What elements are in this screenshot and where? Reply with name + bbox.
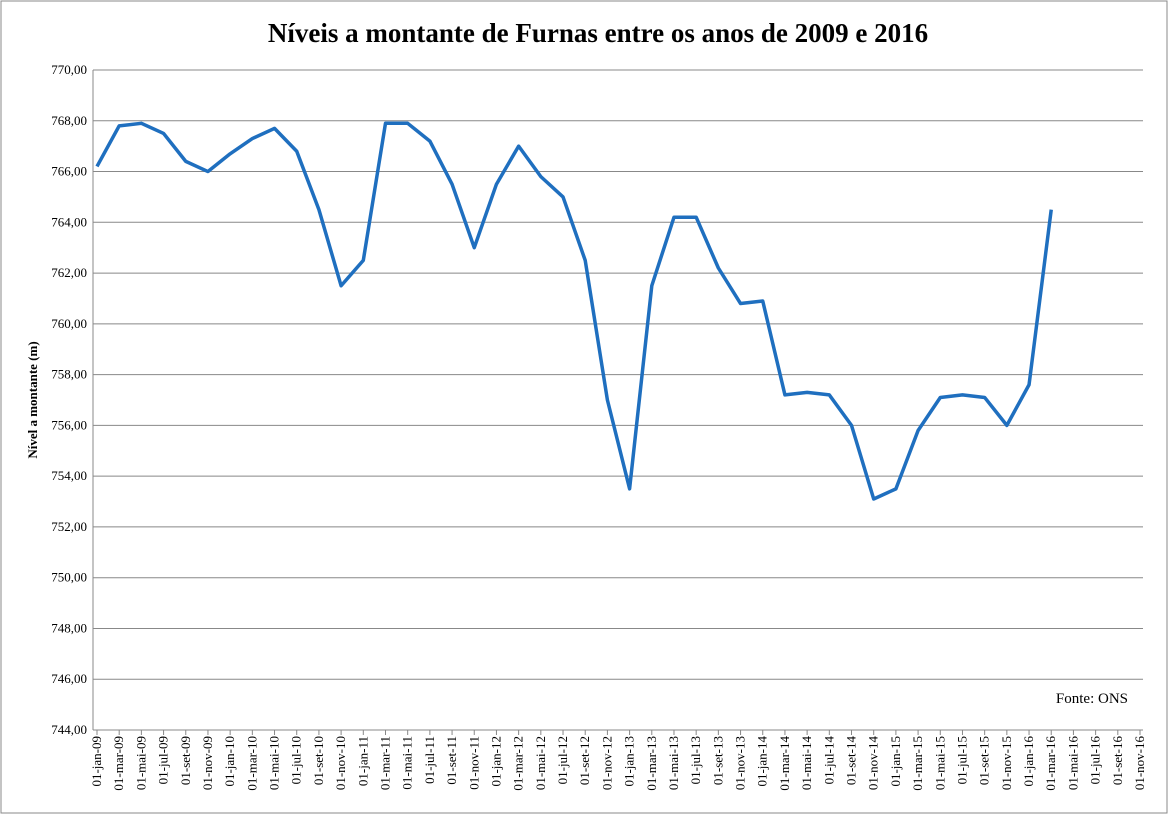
- x-tick-label: 01-nov-15: [999, 736, 1014, 790]
- x-tick-label: 01-mai-09: [133, 736, 148, 790]
- x-tick-label: 01-jul-12: [555, 736, 570, 784]
- y-tick-label: 762,00: [51, 265, 87, 280]
- x-tick-label: 01-jan-10: [222, 736, 237, 787]
- x-tick-label: 01-nov-13: [733, 736, 748, 790]
- x-tick-label: 01-jul-15: [954, 736, 969, 784]
- x-tick-label: 01-jul-09: [156, 736, 171, 784]
- x-tick-label: 01-jan-16: [1021, 736, 1036, 787]
- y-tick-label: 766,00: [51, 164, 87, 179]
- x-tick-label: 01-mar-15: [910, 736, 925, 791]
- x-tick-label: 01-nov-12: [599, 736, 614, 790]
- x-tick-label: 01-mar-16: [1043, 736, 1058, 791]
- x-tick-label: 01-nov-10: [333, 736, 348, 790]
- x-tick-label: 01-jan-11: [355, 736, 370, 786]
- y-tick-label: 760,00: [51, 316, 87, 331]
- x-tick-label: 01-mar-13: [644, 736, 659, 791]
- y-axis-label: Nível a montante (m): [25, 341, 40, 458]
- x-tick-label: 01-set-10: [311, 736, 326, 785]
- x-tick-label: 01-set-14: [844, 736, 859, 786]
- x-tick-label: 01-set-12: [577, 736, 592, 785]
- x-tick-label: 01-nov-14: [866, 736, 881, 791]
- y-tick-label: 764,00: [51, 214, 87, 229]
- y-tick-label: 752,00: [51, 519, 87, 534]
- x-tick-label: 01-set-09: [178, 736, 193, 785]
- x-tick-label: 01-jan-09: [89, 736, 104, 787]
- x-tick-label: 01-jul-14: [821, 736, 836, 785]
- x-tick-label: 01-mai-13: [666, 736, 681, 790]
- x-tick-label: 01-nov-16: [1132, 736, 1147, 791]
- x-tick-label: 01-nov-09: [200, 736, 215, 790]
- x-tick-label: 01-mar-14: [777, 736, 792, 791]
- x-tick-label: 01-mar-11: [377, 736, 392, 790]
- x-tick-label: 01-set-11: [444, 736, 459, 785]
- x-tick-label: 01-nov-11: [466, 736, 481, 790]
- x-tick-label: 01-set-15: [977, 736, 992, 785]
- x-tick-label: 01-jan-13: [622, 736, 637, 787]
- y-tick-label: 758,00: [51, 367, 87, 382]
- y-tick-label: 768,00: [51, 113, 87, 128]
- x-tick-label: 01-set-16: [1110, 736, 1125, 786]
- y-tick-label: 770,00: [51, 62, 87, 77]
- y-tick-label: 754,00: [51, 468, 87, 483]
- x-tick-label: 01-jul-16: [1088, 736, 1103, 785]
- x-tick-label: 01-mai-16: [1065, 736, 1080, 791]
- x-tick-label: 01-jan-15: [888, 736, 903, 787]
- x-tick-label: 01-mai-15: [932, 736, 947, 790]
- x-tick-label: 01-mar-10: [244, 736, 259, 791]
- x-tick-label: 01-jan-12: [488, 736, 503, 787]
- y-tick-label: 746,00: [51, 671, 87, 686]
- x-tick-label: 01-jul-13: [688, 736, 703, 784]
- x-tick-label: 01-mai-10: [267, 736, 282, 790]
- y-tick-label: 750,00: [51, 570, 87, 585]
- x-tick-label: 01-set-13: [710, 736, 725, 785]
- x-tick-label: 01-mai-12: [533, 736, 548, 790]
- x-tick-label: 01-mar-12: [511, 736, 526, 791]
- y-tick-label: 756,00: [51, 417, 87, 432]
- annotation: Fonte: ONS: [1056, 691, 1128, 707]
- data-line: [95, 121, 1053, 501]
- y-tick-label: 744,00: [51, 722, 87, 737]
- y-tick-label: 748,00: [51, 620, 87, 635]
- x-tick-label: 01-jan-14: [755, 736, 770, 787]
- x-tick-label: 01-jul-11: [422, 736, 437, 784]
- x-tick-label: 01-jul-10: [289, 736, 304, 784]
- x-tick-label: 01-mar-09: [111, 736, 126, 791]
- chart-title: Níveis a montante de Furnas entre os ano…: [268, 18, 928, 48]
- x-tick-label: 01-mai-11: [400, 736, 415, 790]
- x-tick-label: 01-mai-14: [799, 736, 814, 791]
